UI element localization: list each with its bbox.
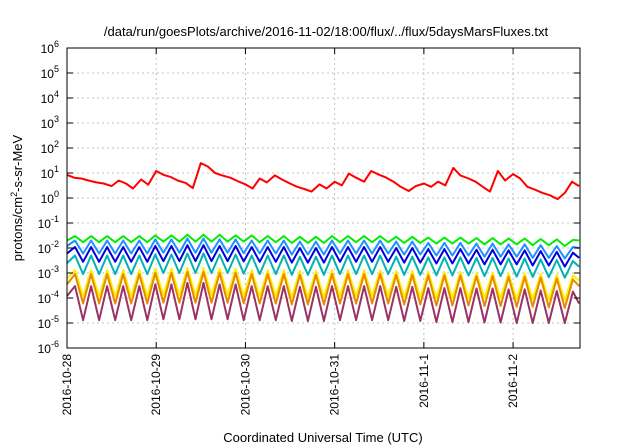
x-tick-label: 2016-10-31 [328, 354, 342, 416]
x-tick-label: 2016-11-1 [417, 354, 431, 408]
chart-series-group [66, 162, 580, 324]
y-tick-label: 104 [41, 89, 59, 106]
y-tick-label: 10-4 [38, 289, 59, 306]
y-axis-ticks: 10-6 10-5 10-4 10-3 10-2 10-1 100 101 102 103 104 1… [38, 39, 580, 356]
y-tick-label: 10-2 [38, 239, 59, 256]
y-tick-label: 10-1 [38, 214, 59, 231]
series-line-4 [66, 244, 580, 268]
series-line-2 [66, 233, 580, 247]
series-line-1 [66, 162, 580, 201]
y-tick-label: 105 [41, 64, 59, 81]
y-tick-label: 101 [41, 164, 59, 181]
chart-title: /data/run/goesPlots/archive/2016-11-02/1… [104, 24, 549, 39]
y-tick-label: 100 [41, 189, 59, 206]
x-tick-label: 2016-10-29 [149, 354, 163, 416]
chart-grid [67, 47, 580, 349]
y-tick-label: 10-3 [38, 264, 59, 281]
y-axis-label: protons/cm2-s-sr-MeV [9, 134, 25, 261]
y-tick-label: 103 [41, 114, 59, 131]
y-tick-label: 10-5 [38, 314, 59, 331]
x-axis-label: Coordinated Universal Time (UTC) [223, 430, 422, 445]
y-tick-label: 10-6 [38, 339, 59, 356]
x-tick-label: 2016-10-28 [60, 354, 74, 416]
y-tick-label: 102 [41, 139, 59, 156]
y-tick-label: 106 [41, 39, 59, 56]
series-line-5 [66, 252, 580, 279]
x-tick-label: 2016-11-2 [506, 354, 520, 408]
series-line-8 [66, 281, 580, 324]
series-line-6 [66, 266, 580, 302]
series-line-7 [66, 271, 580, 309]
series-line-3 [66, 237, 580, 260]
x-tick-label: 2016-10-30 [238, 354, 252, 416]
x-axis-ticks: 2016-10-28 2016-10-29 2016-10-30 2016-10-31… [60, 48, 520, 415]
